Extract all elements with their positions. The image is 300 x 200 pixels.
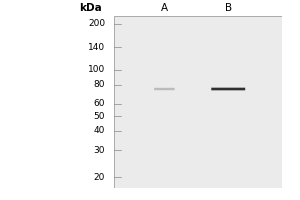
Text: 200: 200 — [88, 19, 105, 28]
Text: 20: 20 — [94, 173, 105, 182]
Text: 60: 60 — [94, 99, 105, 108]
Text: 80: 80 — [94, 80, 105, 89]
Text: 40: 40 — [94, 126, 105, 135]
Text: 30: 30 — [94, 146, 105, 155]
Text: 100: 100 — [88, 65, 105, 74]
Text: B: B — [225, 3, 232, 13]
Text: kDa: kDa — [80, 3, 102, 13]
Text: 50: 50 — [94, 112, 105, 121]
FancyBboxPatch shape — [211, 88, 245, 90]
Text: 140: 140 — [88, 43, 105, 52]
Text: A: A — [161, 3, 168, 13]
FancyBboxPatch shape — [154, 88, 175, 90]
